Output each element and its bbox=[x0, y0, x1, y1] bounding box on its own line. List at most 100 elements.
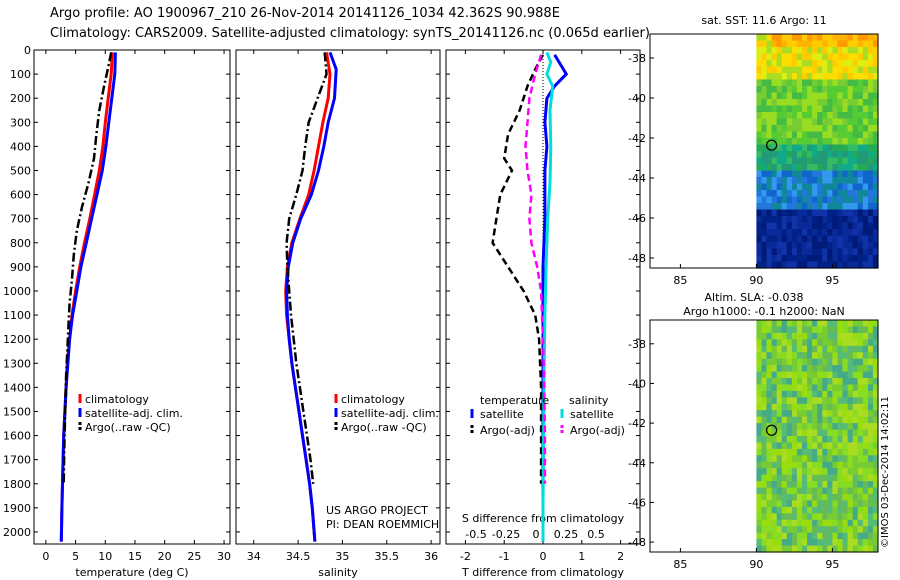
heatmap-cell bbox=[822, 378, 828, 385]
heatmap-cell bbox=[832, 164, 839, 172]
heatmap-cell bbox=[791, 157, 798, 165]
heatmap-cell bbox=[791, 506, 798, 514]
heatmap-cell bbox=[862, 532, 869, 540]
heatmap-cell bbox=[791, 481, 798, 489]
heatmap-cell bbox=[842, 506, 849, 514]
heatmap-cell bbox=[812, 539, 818, 547]
heatmap-cell bbox=[766, 125, 773, 133]
heatmap-cell bbox=[802, 455, 808, 463]
heatmap-cell bbox=[807, 448, 813, 456]
heatmap-cell bbox=[847, 196, 854, 204]
heatmap-cell bbox=[857, 436, 864, 443]
heatmap-cell bbox=[761, 248, 768, 256]
heatmap-cell bbox=[817, 474, 823, 482]
heatmap-cell bbox=[837, 248, 844, 256]
heatmap-cell bbox=[842, 500, 849, 508]
heatmap-cell bbox=[791, 79, 798, 87]
heatmap-cell bbox=[827, 235, 833, 243]
heatmap-cell bbox=[776, 468, 783, 476]
heatmap-cell bbox=[791, 539, 798, 547]
heatmap-cell bbox=[852, 79, 859, 87]
heatmap-cell bbox=[842, 229, 849, 237]
heatmap-cell bbox=[807, 371, 813, 379]
heatmap-cell bbox=[771, 229, 778, 237]
heatmap-cell bbox=[807, 468, 813, 476]
heatmap-cell bbox=[761, 183, 768, 191]
heatmap-cell bbox=[867, 138, 874, 146]
heatmap-cell bbox=[867, 157, 874, 165]
heatmap-cell bbox=[812, 429, 818, 437]
heatmap-cell bbox=[756, 66, 763, 74]
heatmap-cell bbox=[796, 448, 803, 456]
heatmap-cell bbox=[812, 326, 818, 334]
heatmap-cell bbox=[872, 53, 879, 61]
heatmap-cell bbox=[756, 144, 763, 152]
heatmap-cell bbox=[791, 545, 798, 553]
heatmap-cell bbox=[802, 229, 808, 237]
heatmap-cell bbox=[827, 157, 833, 165]
heatmap-cell bbox=[852, 73, 859, 81]
heatmap-cell bbox=[766, 410, 773, 418]
heatmap-cell bbox=[761, 203, 768, 211]
heatmap-cell bbox=[867, 40, 874, 48]
heatmap-cell bbox=[781, 545, 788, 553]
heatmap-cell bbox=[807, 455, 813, 463]
heatmap-cell bbox=[867, 177, 874, 185]
heatmap-cell bbox=[827, 474, 833, 482]
heatmap-cell bbox=[791, 112, 798, 120]
annotation-text: PI: DEAN ROEMMICH bbox=[326, 518, 439, 531]
heatmap-cell bbox=[807, 53, 813, 61]
heatmap-cell bbox=[796, 436, 803, 443]
heatmap-cell bbox=[802, 545, 808, 553]
heatmap-cell bbox=[781, 384, 788, 392]
heatmap-cell bbox=[857, 326, 864, 334]
heatmap-cell bbox=[857, 352, 864, 360]
heatmap-cell bbox=[766, 506, 773, 514]
heatmap-cell bbox=[817, 339, 823, 347]
heatmap-cell bbox=[842, 403, 849, 411]
heatmap-cell bbox=[796, 40, 803, 48]
heatmap-cell bbox=[867, 190, 874, 198]
heatmap-cell bbox=[812, 66, 818, 74]
heatmap-cell bbox=[817, 151, 823, 159]
heatmap-cell bbox=[847, 105, 854, 113]
heatmap-cell bbox=[857, 378, 864, 385]
heatmap-cell bbox=[761, 378, 768, 385]
heatmap-cell bbox=[791, 416, 798, 424]
heatmap-cell bbox=[822, 481, 828, 489]
heatmap-cell bbox=[847, 86, 854, 94]
heatmap-cell bbox=[771, 539, 778, 547]
heatmap-cell bbox=[867, 352, 874, 360]
heatmap-cell bbox=[832, 378, 839, 385]
heatmap-cell bbox=[807, 378, 813, 385]
heatmap-cell bbox=[852, 125, 859, 133]
heatmap-cell bbox=[756, 131, 763, 139]
heatmap-cell bbox=[812, 526, 818, 534]
heatmap-cell bbox=[862, 112, 869, 120]
heatmap-cell bbox=[776, 320, 783, 327]
heatmap-cell bbox=[852, 326, 859, 334]
heatmap-cell bbox=[817, 131, 823, 139]
heatmap-cell bbox=[872, 474, 879, 482]
heatmap-cell bbox=[796, 196, 803, 204]
heatmap-cell bbox=[827, 461, 833, 469]
heatmap-cell bbox=[807, 403, 813, 411]
heatmap-cell bbox=[786, 138, 793, 146]
heatmap-cell bbox=[817, 92, 823, 100]
heatmap-cell bbox=[822, 60, 828, 68]
heatmap-cell bbox=[857, 209, 864, 217]
heatmap-cell bbox=[872, 487, 879, 495]
heatmap-cell bbox=[817, 378, 823, 385]
heatmap-cell bbox=[791, 494, 798, 501]
heatmap-cell bbox=[852, 216, 859, 224]
heatmap-cell bbox=[796, 358, 803, 366]
heatmap-cell bbox=[791, 105, 798, 113]
heatmap-cell bbox=[776, 209, 783, 217]
heatmap-cell bbox=[791, 190, 798, 198]
heatmap-cell bbox=[822, 352, 828, 360]
heatmap-cell bbox=[802, 177, 808, 185]
heatmap-cell bbox=[766, 131, 773, 139]
map-y-tick-label-sla_map: -46 bbox=[628, 496, 646, 509]
heatmap-cell bbox=[842, 209, 849, 217]
heatmap-cell bbox=[771, 461, 778, 469]
